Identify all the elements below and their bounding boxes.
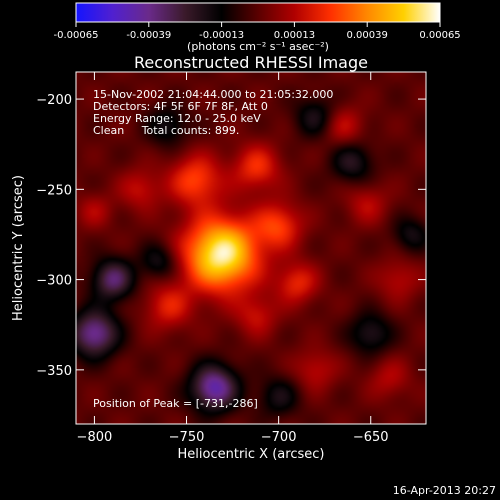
colorbar-unit-label: (photons cm⁻² s⁻¹ asec⁻²): [187, 40, 329, 53]
y-axis-ticks: −200 −250 −300 −350: [36, 93, 426, 379]
annotation-energy-range: Energy Range: 12.0 - 25.0 keV: [93, 112, 261, 125]
y-tick-label: −350: [36, 364, 72, 379]
chart-title: Reconstructed RHESSI Image: [134, 53, 368, 72]
x-tick-label: −750: [169, 430, 205, 445]
colorbar-tick-label: -0.00039: [126, 30, 171, 41]
x-axis-label: Heliocentric X (arcsec): [178, 447, 325, 462]
x-tick-label: −700: [261, 430, 297, 445]
annotation-clean-counts: Clean Total counts: 899.: [93, 124, 239, 137]
y-tick-label: −300: [36, 274, 72, 289]
colorbar-tick-label: 0.00065: [419, 30, 460, 41]
colorbar: [75, 2, 441, 23]
annotation-block: 15-Nov-2002 21:04:44.000 to 21:05:32.000…: [93, 88, 333, 410]
y-tick-label: −200: [36, 93, 72, 108]
y-tick-label: −250: [36, 183, 72, 198]
colorbar-tick-label: 0.00039: [347, 30, 388, 41]
annotation-peak-position: Position of Peak = [-731,-286]: [93, 397, 258, 410]
y-axis-label: Heliocentric Y (arcsec): [11, 175, 26, 321]
colorbar-tick-label: -0.00013: [199, 30, 244, 41]
x-tick-label: −650: [353, 430, 389, 445]
x-tick-label: −800: [77, 430, 113, 445]
annotation-detectors: Detectors: 4F 5F 6F 7F 8F, Att 0: [93, 100, 268, 113]
colorbar-tick-label: 0.00013: [274, 30, 315, 41]
plot-frame: [75, 71, 427, 425]
annotation-time-range: 15-Nov-2002 21:04:44.000 to 21:05:32.000: [93, 88, 333, 101]
heatmap-image: [76, 72, 426, 424]
footer-timestamp: 16-Apr-2013 20:27: [393, 484, 496, 497]
x-axis-ticks: −800 −750 −700 −650: [77, 72, 389, 445]
colorbar-tick-label: -0.00065: [54, 30, 99, 41]
colorbar-ticks: -0.00065 -0.00039 -0.00013 0.00013 0.00039 0.…: [54, 22, 461, 41]
heatmap-container: [76, 72, 426, 424]
